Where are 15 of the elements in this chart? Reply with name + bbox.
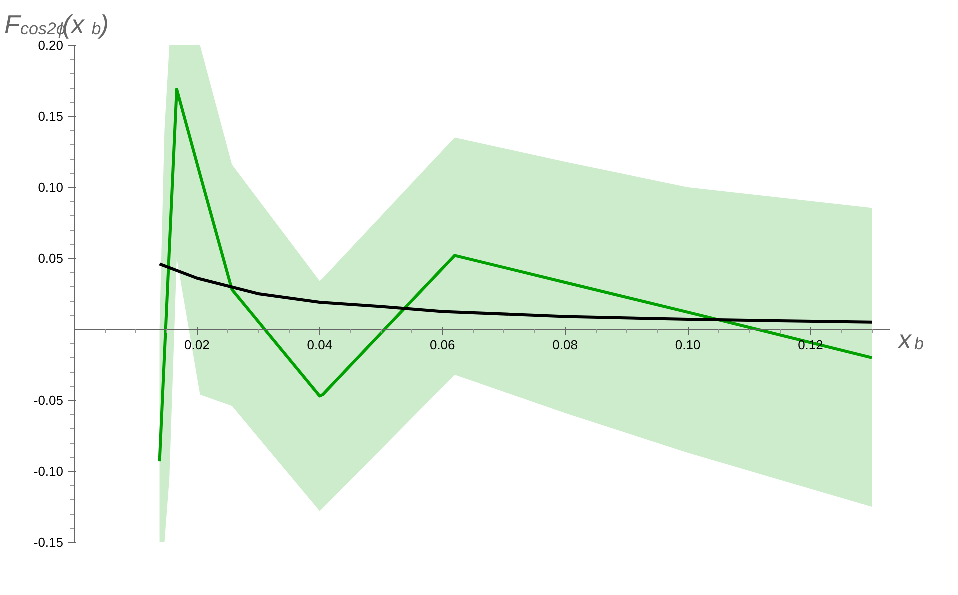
y-tick-label: 0.15 [38,109,64,124]
x-tick-label: 0.10 [675,338,701,352]
y-tick-label: 0.05 [38,251,64,266]
x-tick-label: 0.08 [552,338,578,352]
x-tick-label: 0.02 [184,338,210,352]
y-tick-label: 0.20 [38,38,64,53]
x-tick-label: 0.06 [430,338,456,352]
y-tick-label: 0.10 [38,180,64,195]
y-tick-label: -0.15 [34,535,64,550]
line-series [158,262,874,324]
line-series [158,88,874,464]
x-tick-label: 0.04 [307,338,333,352]
y-tick-label: -0.05 [34,393,64,408]
x-axis-title: xb [896,324,924,354]
y-tick-label: -0.10 [34,464,64,479]
